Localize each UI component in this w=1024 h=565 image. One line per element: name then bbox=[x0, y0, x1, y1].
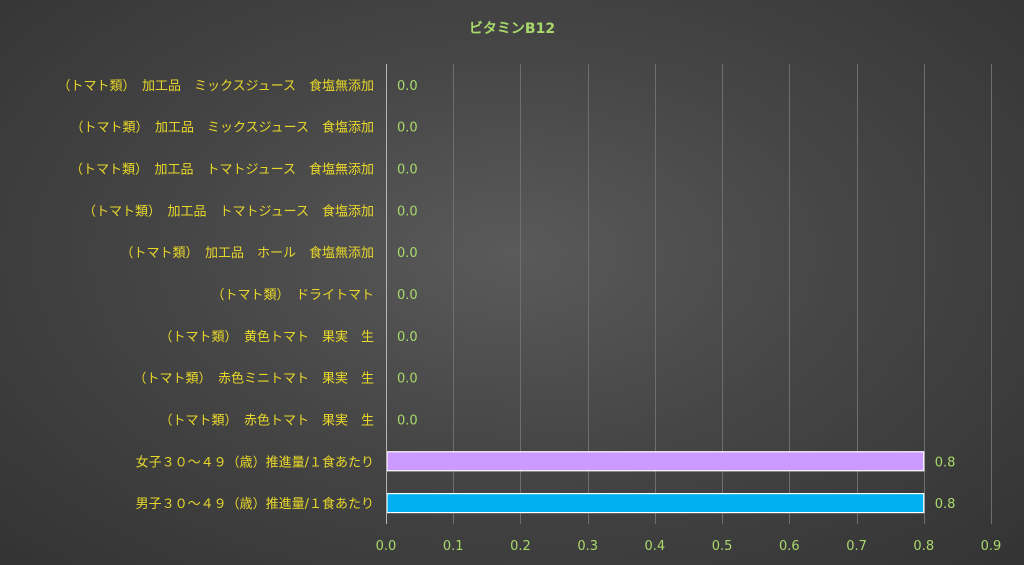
x-tick-label: 0.2 bbox=[510, 539, 531, 554]
data-label: 0.0 bbox=[397, 330, 418, 345]
category-label: （トマト類） 黄色トマト 果実 生 bbox=[159, 329, 374, 345]
category-label: （トマト類） 加工品 ミックスジュース 食塩無添加 bbox=[57, 78, 374, 94]
category-label: （トマト類） 加工品 トマトジュース 食塩添加 bbox=[83, 203, 374, 219]
x-axis-tick-labels: 0.0 0.1 0.2 0.3 0.4 0.5 0.6 0.7 0.8 0.9 bbox=[376, 539, 1002, 554]
data-label: 0.0 bbox=[397, 372, 418, 387]
x-tick-label: 0.4 bbox=[645, 539, 666, 554]
x-tick-label: 0.1 bbox=[443, 539, 464, 554]
x-tick-label: 0.8 bbox=[913, 539, 934, 554]
data-label: 0.0 bbox=[397, 163, 418, 178]
category-label: 男子３０～４９（歳）推進量/１食あたり bbox=[136, 496, 374, 512]
data-label: 0.0 bbox=[397, 288, 418, 303]
x-tick-label: 0.7 bbox=[846, 539, 867, 554]
x-tick-label: 0.9 bbox=[981, 539, 1002, 554]
data-label: 0.0 bbox=[397, 121, 418, 136]
category-label: （トマト類） ドライトマト bbox=[211, 288, 374, 303]
category-label: （トマト類） 加工品 ミックスジュース 食塩添加 bbox=[70, 120, 374, 136]
x-tick-label: 0.5 bbox=[712, 539, 733, 554]
x-tick-label: 0.6 bbox=[779, 539, 800, 554]
bar bbox=[386, 451, 925, 472]
data-label: 0.0 bbox=[397, 246, 418, 261]
bar bbox=[386, 492, 925, 514]
data-label: 0.8 bbox=[935, 497, 956, 512]
chart-title: ビタミンB12 bbox=[469, 21, 555, 37]
data-label: 0.0 bbox=[397, 204, 418, 219]
category-label: （トマト類） 加工品 トマトジュース 食塩無添加 bbox=[70, 162, 374, 178]
category-label: （トマト類） 赤色ミニトマト 果実 生 bbox=[133, 371, 374, 387]
category-label: （トマト類） 赤色トマト 果実 生 bbox=[159, 412, 374, 428]
data-label: 0.8 bbox=[935, 455, 956, 470]
x-tick-label: 0.0 bbox=[376, 539, 397, 554]
gridlines bbox=[453, 64, 992, 524]
x-tick-label: 0.3 bbox=[577, 539, 598, 554]
category-label: 女子３０～４９（歳）推進量/１食あたり bbox=[136, 454, 374, 470]
data-labels: 0.0 0.0 0.0 0.0 0.0 0.0 0.0 0.0 0.0 0.8 0.8 bbox=[397, 79, 955, 512]
data-label: 0.0 bbox=[397, 413, 418, 428]
category-labels: （トマト類） 加工品 ミックスジュース 食塩無添加 （トマト類） 加工品 ミックス… bbox=[57, 78, 374, 512]
data-label: 0.0 bbox=[397, 79, 418, 94]
category-label: （トマト類） 加工品 ホール 食塩無添加 bbox=[120, 245, 374, 261]
